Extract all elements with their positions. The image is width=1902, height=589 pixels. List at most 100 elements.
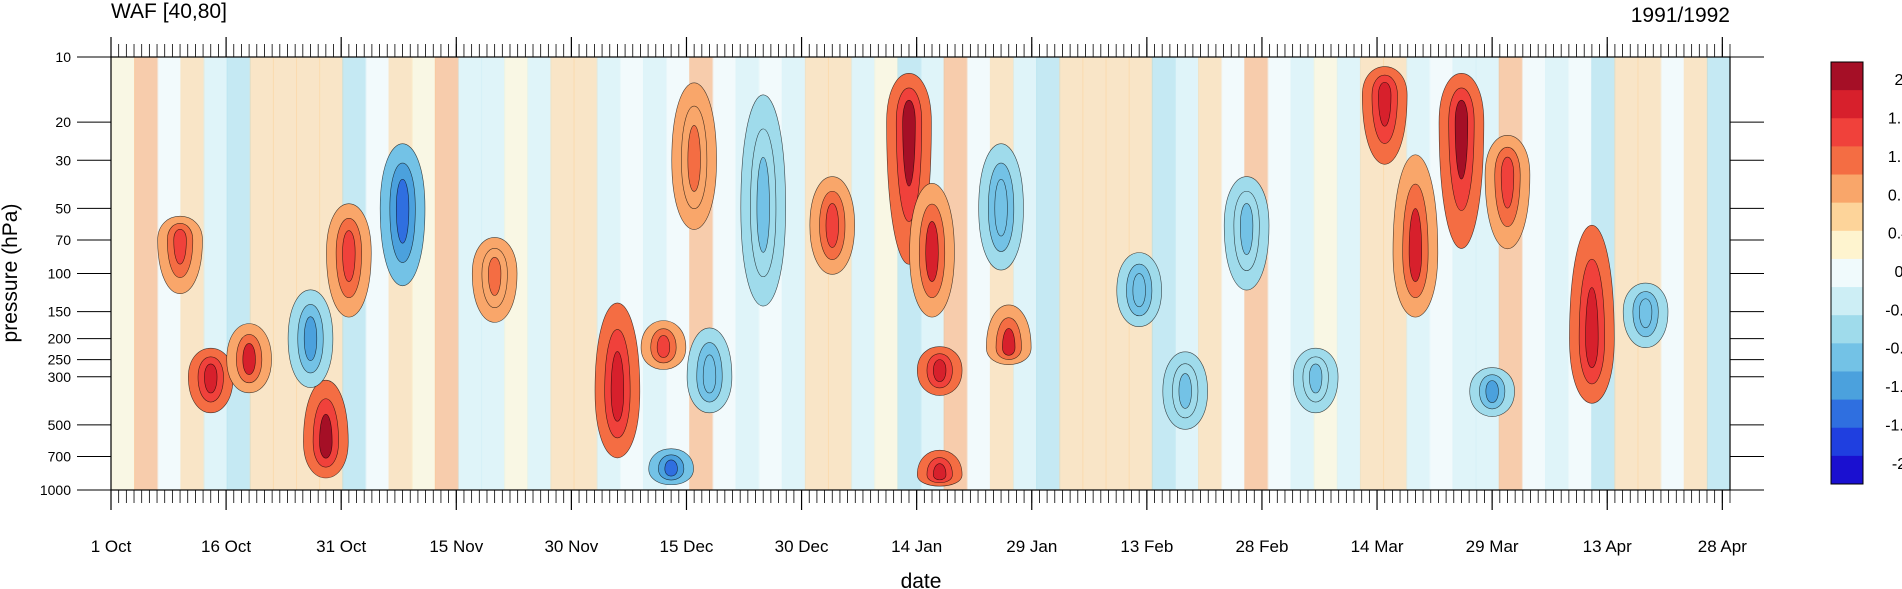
colorbar-swatch — [1831, 343, 1863, 372]
colorbar-label: 0 — [1895, 264, 1902, 281]
chart-title-right: 1991/1992 — [1631, 4, 1730, 27]
background-band — [434, 57, 459, 490]
contour-blob — [1378, 81, 1392, 127]
background-band — [804, 57, 829, 490]
contour-blob — [656, 335, 671, 358]
colorbar-label: -2 — [1892, 456, 1902, 473]
background-band — [989, 57, 1015, 490]
contour-fill-layer — [111, 57, 1730, 490]
colorbar-label: 1.6 — [1888, 111, 1902, 128]
x-tick-label: 13 Apr — [1583, 537, 1632, 556]
y-tick-label: 700 — [48, 448, 72, 464]
contour-blob — [1309, 363, 1323, 394]
y-tick-label: 30 — [55, 152, 71, 168]
colorbar-swatch — [1831, 399, 1863, 429]
colorbar-swatch — [1831, 230, 1863, 260]
y-tick-label: 10 — [55, 49, 71, 65]
contour-blob — [1002, 328, 1016, 356]
y-tick-label: 20 — [55, 114, 71, 130]
y-tick-label: 150 — [48, 304, 72, 320]
contour-blob — [687, 125, 701, 192]
background-band — [1521, 57, 1546, 490]
contour-blob — [342, 230, 356, 282]
colorbar-swatch — [1831, 455, 1863, 485]
contour-blob — [204, 363, 218, 394]
background-band — [1290, 57, 1315, 490]
contour-blob — [319, 413, 333, 459]
contour-blob — [1178, 373, 1192, 409]
colorbar-swatch — [1831, 202, 1863, 232]
y-tick-label: 1000 — [40, 482, 71, 498]
contour-blob — [1638, 298, 1653, 329]
y-tick-label: 200 — [48, 331, 72, 347]
contour-blob — [1408, 208, 1423, 282]
colorbar-swatch — [1831, 118, 1863, 147]
y-tick-label: 500 — [48, 417, 72, 433]
x-tick-label: 28 Feb — [1235, 537, 1288, 556]
x-tick-label: 15 Nov — [429, 537, 483, 556]
contour-blob — [1485, 380, 1499, 403]
x-axis-title: date — [901, 570, 942, 589]
background-band — [781, 57, 806, 490]
contour-blob — [395, 178, 410, 244]
background-band — [1336, 57, 1361, 490]
x-tick-label: 13 Feb — [1120, 537, 1173, 556]
background-band — [966, 57, 991, 490]
contour-blob — [925, 221, 939, 282]
background-band — [1614, 57, 1639, 490]
colorbar-swatch — [1831, 90, 1863, 119]
colorbar-label: -0.4 — [1885, 302, 1902, 319]
y-tick-label: 250 — [48, 352, 72, 368]
background-band — [550, 57, 575, 490]
x-tick-label: 29 Jan — [1006, 537, 1057, 556]
x-tick-label: 15 Dec — [660, 537, 714, 556]
background-band — [1082, 57, 1107, 490]
y-axis-title: pressure (hPa) — [0, 204, 22, 343]
contour-blob — [756, 157, 770, 253]
colorbar-label: -0.8 — [1885, 341, 1902, 358]
y-tick-label: 100 — [48, 266, 72, 282]
x-major-ticks: 1 Oct 16 Oct 31 Oct 15 Nov 30 Nov 15 Dec 30 De… — [91, 37, 1747, 556]
background-band — [1013, 57, 1038, 490]
colorbar-swatch — [1831, 174, 1863, 204]
chart-title-left: WAF [40,80] — [111, 0, 227, 23]
x-tick-label: 14 Jan — [891, 537, 942, 556]
background-band — [1660, 57, 1685, 490]
colorbar-swatch — [1831, 258, 1863, 288]
background-band — [411, 57, 436, 490]
contour-blob — [825, 203, 839, 248]
contour-blob — [702, 354, 717, 394]
background-band — [1198, 57, 1223, 490]
colorbar-label: 0.4 — [1888, 226, 1902, 243]
background-band — [573, 57, 598, 490]
colorbar-label: -1.2 — [1885, 379, 1902, 396]
colorbar-frame — [1830, 61, 1864, 485]
x-tick-label: 31 Oct — [316, 537, 366, 556]
colorbar-label: 0.8 — [1888, 187, 1902, 204]
contour-blob — [1239, 203, 1254, 255]
x-tick-label: 28 Apr — [1698, 537, 1747, 556]
x-tick-label: 30 Dec — [775, 537, 829, 556]
background-band — [1637, 57, 1662, 490]
colorbar-label: 1.2 — [1888, 149, 1902, 166]
background-band — [1036, 57, 1061, 490]
x-tick-label: 29 Mar — [1466, 537, 1519, 556]
background-band — [851, 57, 876, 490]
colorbar-swatch — [1831, 315, 1863, 344]
x-tick-label: 1 Oct — [91, 537, 132, 556]
x-tick-label: 14 Mar — [1351, 537, 1404, 556]
contour-blob — [664, 459, 678, 477]
contour-blob — [303, 316, 318, 361]
background-band — [134, 57, 159, 490]
contour-blob — [610, 351, 625, 422]
background-band — [1544, 57, 1570, 490]
y-tick-label: 50 — [55, 200, 71, 216]
background-band — [1059, 57, 1084, 490]
colorbar: 2 1.6 1.2 0.8 0.4 0 -0.4 -0.8 -1.2 -1.6 -2 — [1830, 61, 1902, 485]
contour-blob — [242, 343, 256, 375]
colorbar-swatch — [1831, 146, 1863, 176]
background-band — [272, 57, 298, 490]
background-band — [642, 57, 668, 490]
